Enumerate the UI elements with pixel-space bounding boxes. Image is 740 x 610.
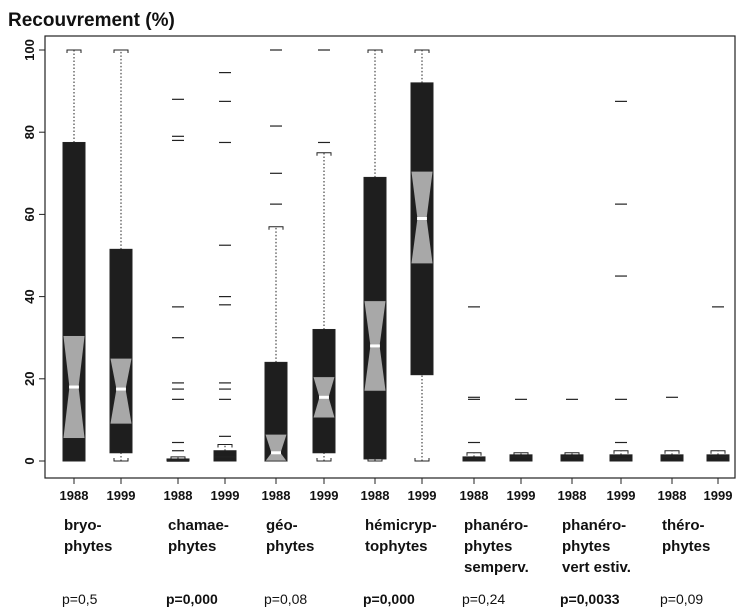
p-value: p=0,24 <box>462 591 505 607</box>
x-tick-label: 1988 <box>658 488 687 503</box>
group-label: phanéro- <box>464 517 528 534</box>
box <box>706 454 730 462</box>
group-label: théro- <box>662 517 705 534</box>
group-label: hémicryp- <box>365 517 437 534</box>
x-tick-label: 1988 <box>262 488 291 503</box>
whisker-cap <box>513 452 529 456</box>
group-label: bryo- <box>64 517 102 534</box>
group-label: phytes <box>168 538 216 555</box>
whisker-cap <box>113 458 129 462</box>
p-value: p=0,08 <box>264 591 307 607</box>
group-label: semperv. <box>464 559 529 576</box>
y-tick-label: 80 <box>22 125 37 139</box>
x-tick-label: 1988 <box>361 488 390 503</box>
p-value: p=0,09 <box>660 591 703 607</box>
chart-title: Recouvrement (%) <box>8 10 175 31</box>
x-tick-label: 1988 <box>460 488 489 503</box>
x-tick-label: 1999 <box>507 488 536 503</box>
whisker-cap <box>710 450 726 454</box>
x-tick-label: 1999 <box>607 488 636 503</box>
plot-frame <box>44 35 736 479</box>
whisker-cap <box>466 452 482 456</box>
whisker-cap <box>414 49 430 53</box>
y-tick-label: 40 <box>22 289 37 303</box>
whisker-cap <box>613 450 629 454</box>
p-value: p=0,0033 <box>560 591 620 607</box>
whisker-cap <box>113 49 129 53</box>
whisker-cap <box>367 458 383 462</box>
whisker-cap <box>316 152 332 156</box>
box <box>609 454 633 462</box>
whisker-cap <box>664 450 680 454</box>
y-tick-label: 0 <box>22 457 37 464</box>
box <box>560 454 584 462</box>
box <box>660 454 684 462</box>
whisker-cap <box>268 226 284 230</box>
y-tick-label: 100 <box>22 39 37 61</box>
group-label: géo- <box>266 517 298 534</box>
x-tick-label: 1988 <box>164 488 193 503</box>
x-tick-label: 1988 <box>60 488 89 503</box>
box <box>509 454 533 462</box>
group-label: phanéro- <box>562 517 626 534</box>
group-label: chamae- <box>168 517 229 534</box>
whisker-cap <box>66 49 82 53</box>
group-label: phytes <box>64 538 112 555</box>
x-tick-label: 1999 <box>408 488 437 503</box>
p-value: p=0,5 <box>62 591 98 607</box>
x-tick-label: 1999 <box>704 488 733 503</box>
whisker-cap <box>367 49 383 53</box>
group-label: phytes <box>464 538 512 555</box>
y-tick-label: 20 <box>22 372 37 386</box>
group-label: phytes <box>662 538 710 555</box>
whisker-cap <box>170 456 186 460</box>
group-label: vert estiv. <box>562 559 631 576</box>
p-value: p=0,000 <box>166 591 218 607</box>
y-tick-label: 60 <box>22 207 37 221</box>
x-tick-label: 1999 <box>310 488 339 503</box>
group-label: tophytes <box>365 538 428 555</box>
box <box>213 450 237 462</box>
whisker-cap <box>316 458 332 462</box>
group-label: phytes <box>562 538 610 555</box>
group-label: phytes <box>266 538 314 555</box>
x-tick-label: 1999 <box>107 488 136 503</box>
p-value: p=0,000 <box>363 591 415 607</box>
x-tick-label: 1988 <box>558 488 587 503</box>
whisker-cap <box>414 458 430 462</box>
whisker-cap <box>564 452 580 456</box>
whisker-cap <box>217 444 233 448</box>
x-tick-label: 1999 <box>211 488 240 503</box>
